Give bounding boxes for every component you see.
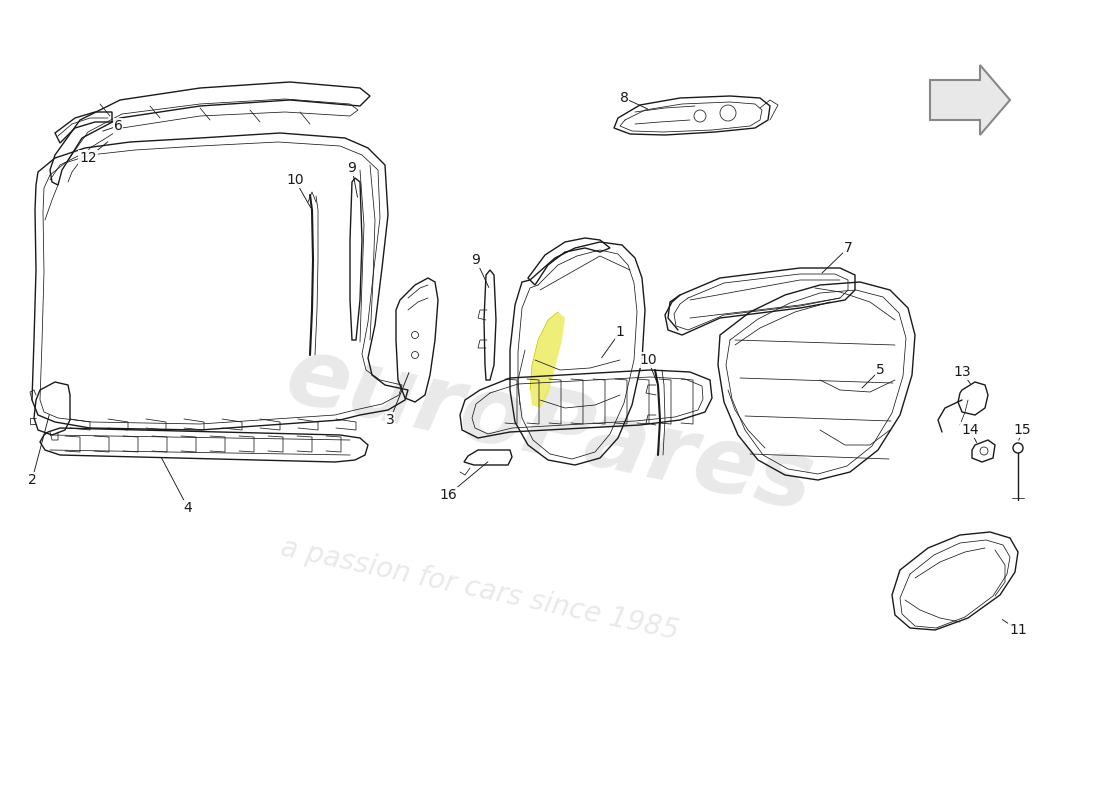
Text: a passion for cars since 1985: a passion for cars since 1985	[278, 534, 682, 646]
Polygon shape	[530, 312, 565, 408]
Text: 4: 4	[184, 501, 192, 515]
Text: 10: 10	[639, 353, 657, 367]
Text: 7: 7	[844, 241, 852, 255]
Text: 15: 15	[1013, 423, 1031, 437]
Text: 6: 6	[113, 119, 122, 133]
Text: euroPares: euroPares	[278, 329, 822, 531]
Text: 9: 9	[348, 161, 356, 175]
Text: 8: 8	[619, 91, 628, 105]
Text: 13: 13	[954, 365, 971, 379]
Text: 11: 11	[1009, 623, 1027, 637]
Text: 9: 9	[472, 253, 481, 267]
Text: 5: 5	[876, 363, 884, 377]
Text: 12: 12	[79, 151, 97, 165]
Text: 10: 10	[286, 173, 304, 187]
Text: 1: 1	[616, 325, 625, 339]
Text: 3: 3	[386, 413, 395, 427]
Polygon shape	[930, 65, 1010, 135]
Text: 16: 16	[439, 488, 456, 502]
Text: 14: 14	[961, 423, 979, 437]
Text: 2: 2	[28, 473, 36, 487]
